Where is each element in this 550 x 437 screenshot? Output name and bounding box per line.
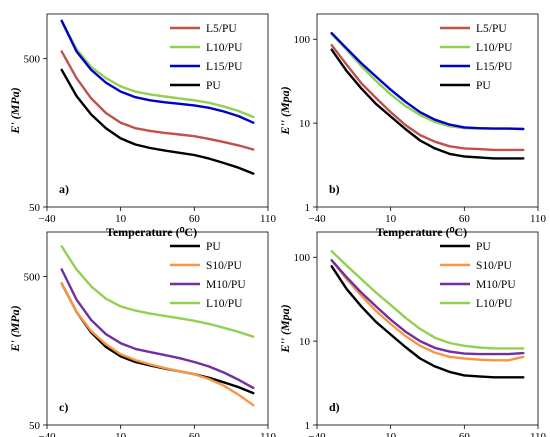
plot-frame (316, 13, 539, 208)
series-line (60, 19, 255, 119)
series-line (60, 268, 255, 390)
y-tick-label: 500 (24, 54, 41, 66)
x-tick-label: −40 (38, 213, 56, 225)
legend-label: PU (476, 241, 491, 253)
x-tick-label: 60 (459, 431, 471, 437)
series-line (60, 245, 255, 338)
legend-label: L10/PU (476, 298, 513, 310)
y-tick-label: 50 (29, 420, 41, 432)
y-axis-title: E' (MPa) (8, 305, 22, 352)
x-tick-label: 10 (115, 213, 127, 225)
series-line (60, 68, 255, 175)
y-tick-label: 100 (294, 34, 311, 46)
x-tick-label: 10 (385, 431, 397, 437)
panel-label: d) (329, 400, 340, 414)
panel-label: a) (59, 182, 69, 196)
legend-label: L10/PU (476, 42, 513, 54)
legend-label: L5/PU (206, 23, 237, 35)
y-axis-title: E' (MPa) (8, 87, 22, 134)
x-tick-label: −40 (308, 213, 326, 225)
legend-label: L15/PU (476, 61, 513, 73)
legend-label: L5/PU (476, 23, 507, 35)
y-tick-label: 1 (305, 420, 311, 432)
legend-label: S10/PU (476, 260, 512, 272)
legend-label: L10/PU (206, 298, 243, 310)
y-tick-label: 10 (299, 118, 311, 130)
x-tick-label: 60 (459, 213, 471, 225)
legend-label: PU (206, 241, 221, 253)
y-axis-title: E'' (Mpa) (278, 304, 292, 353)
legend-label: M10/PU (206, 279, 246, 291)
x-tick-label: 10 (385, 213, 397, 225)
plot-frame (316, 231, 539, 426)
x-tick-label: 60 (189, 431, 201, 437)
y-tick-label: 50 (29, 202, 41, 214)
series-line (330, 44, 525, 152)
x-tick-label: 110 (530, 213, 547, 225)
x-tick-label: 110 (260, 431, 277, 437)
panel-label: b) (329, 182, 340, 196)
legend-label: M10/PU (476, 279, 516, 291)
series-line (60, 50, 255, 151)
series-line (330, 259, 525, 356)
legend-label: L10/PU (206, 42, 243, 54)
series-line (330, 48, 525, 160)
x-tick-label: 110 (530, 431, 547, 437)
series-line (330, 265, 525, 379)
series-line (330, 32, 525, 131)
series-line (330, 249, 525, 350)
series-line (60, 282, 255, 407)
y-tick-label: 500 (24, 272, 41, 284)
legend-label: S10/PU (206, 260, 242, 272)
y-tick-label: 10 (299, 336, 311, 348)
y-tick-label: 1 (305, 202, 311, 214)
x-tick-label: −40 (38, 431, 56, 437)
plot-frame (46, 13, 269, 208)
legend-label: PU (476, 80, 491, 92)
panel-label: c) (59, 400, 68, 414)
legend-label: PU (206, 80, 221, 92)
y-tick-label: 100 (294, 252, 311, 264)
y-axis-title: E'' (Mpa) (278, 86, 292, 135)
x-tick-label: 60 (189, 213, 201, 225)
series-line (60, 19, 255, 124)
x-tick-label: −40 (308, 431, 326, 437)
x-tick-label: 10 (115, 431, 127, 437)
series-line (330, 259, 525, 362)
legend-label: L15/PU (206, 61, 243, 73)
plot-frame (46, 231, 269, 426)
x-tick-label: 110 (260, 213, 277, 225)
